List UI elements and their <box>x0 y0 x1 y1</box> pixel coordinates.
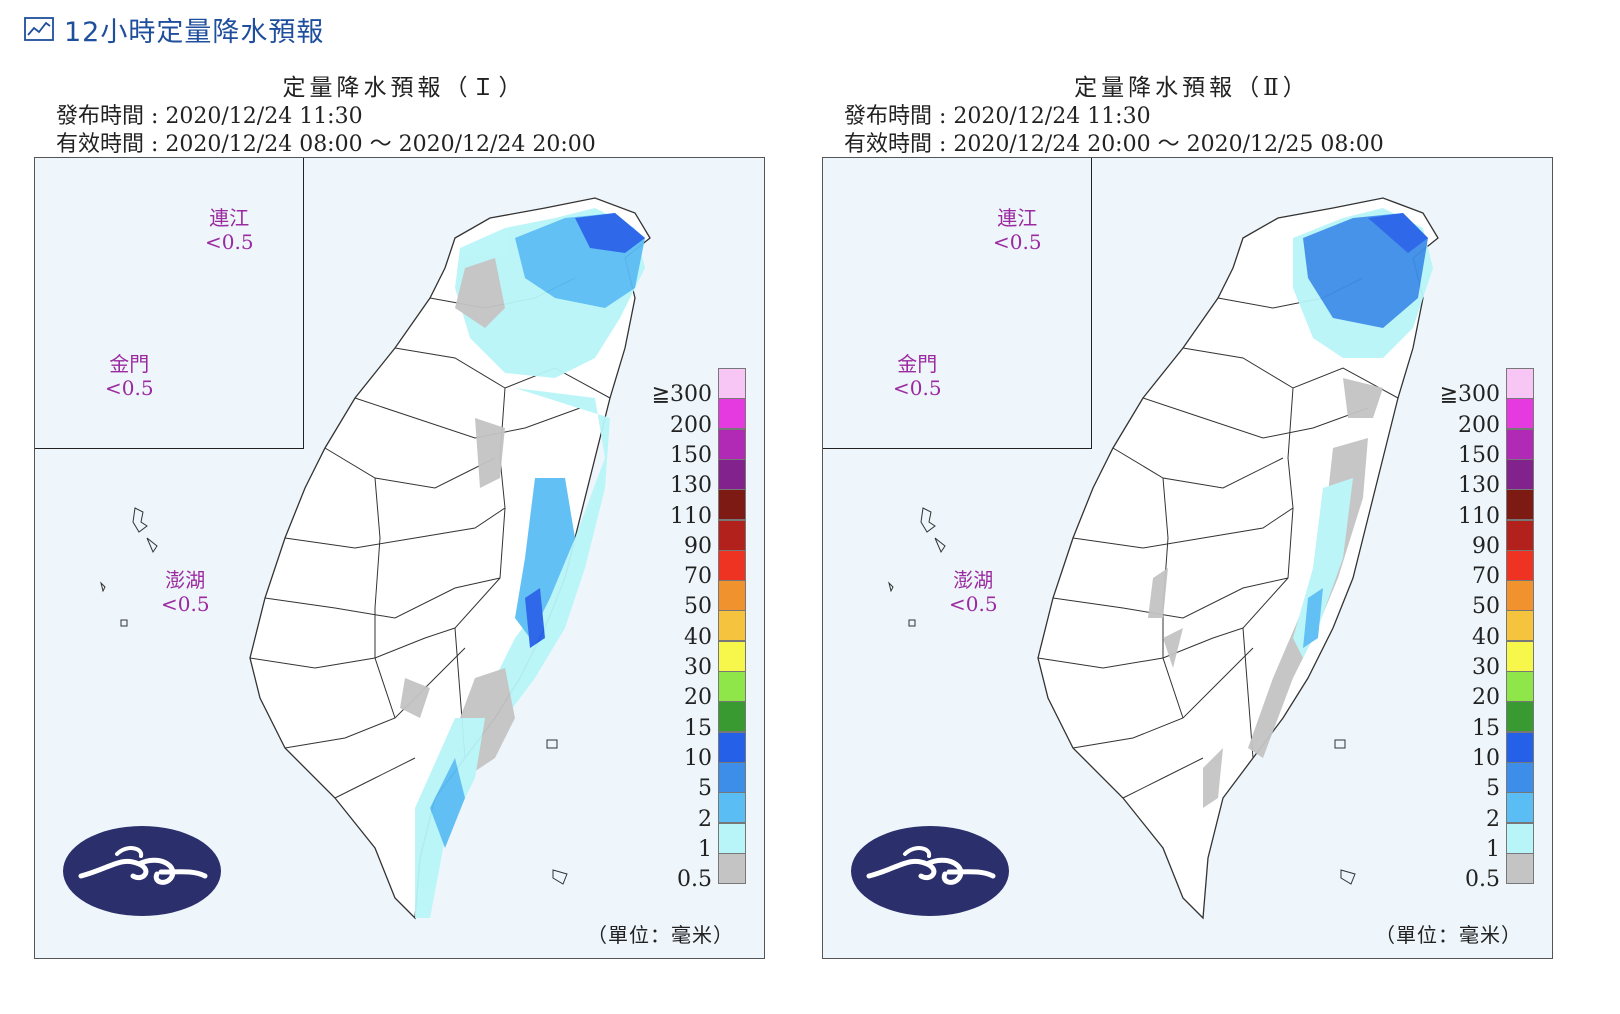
legend-label: 150 <box>670 442 712 468</box>
legend-label: 10 <box>1472 745 1500 771</box>
valid-time: 有效時間 : 2020/12/24 20:00 ～ 2020/12/25 08:… <box>844 132 1384 157</box>
legend-label: 70 <box>684 564 712 590</box>
legend-label: 110 <box>1458 503 1500 529</box>
legend-label: 5 <box>1486 776 1500 802</box>
panel-title: 定量降水預報（Ｉ） <box>282 75 526 101</box>
legend-label: 10 <box>684 745 712 771</box>
legend-swatch <box>718 549 746 581</box>
legend-swatch <box>718 489 746 521</box>
legend-label: 1 <box>1486 836 1500 862</box>
legend-label: 70 <box>1472 564 1500 590</box>
legend-swatch <box>1506 610 1534 642</box>
legend-swatch <box>1506 761 1534 793</box>
legend-label: 1 <box>698 836 712 862</box>
issue-time: 發布時間 : 2020/12/24 11:30 <box>844 104 1151 129</box>
legend-label: ≧300 <box>1439 382 1500 408</box>
legend-swatch <box>1506 428 1534 460</box>
legend-label: 40 <box>1472 624 1500 650</box>
legend-swatch <box>1506 580 1534 612</box>
legend-swatch <box>1506 549 1534 581</box>
legend-label: 0.5 <box>677 867 712 893</box>
page-header: 12小時定量降水預報 <box>24 12 325 48</box>
rainfall-map: 連江 <0.5 金門 <0.5 澎湖 <0.5 ≧300 200 150 130 110… <box>822 157 1553 959</box>
legend-swatch <box>718 822 746 854</box>
legend-swatch <box>718 398 746 430</box>
page-title: 12小時定量降水預報 <box>64 16 325 48</box>
legend-label: 30 <box>1472 655 1500 680</box>
legend-swatch <box>718 368 746 399</box>
legend-label: 2 <box>698 806 712 832</box>
legend-swatch <box>718 731 746 763</box>
legend-swatch <box>718 428 746 460</box>
panel-title: 定量降水預報（Ⅱ） <box>1074 75 1310 101</box>
legend-label: 130 <box>1458 473 1500 499</box>
legend-label: 90 <box>1472 533 1500 559</box>
valid-time: 有效時間 : 2020/12/24 08:00 ～ 2020/12/24 20:… <box>56 132 596 157</box>
lianjiang-label: 連江 <0.5 <box>993 206 1042 254</box>
taiwan-map <box>823 167 1439 920</box>
legend-label: 110 <box>670 503 712 529</box>
chart-line-icon <box>24 17 54 41</box>
legend-label: 20 <box>1472 685 1500 711</box>
legend-swatch <box>1506 852 1534 884</box>
legend-swatch <box>718 640 746 672</box>
issue-time: 發布時間 : 2020/12/24 11:30 <box>56 104 363 129</box>
legend-label: 150 <box>1458 442 1500 468</box>
legend-swatch <box>1506 822 1534 854</box>
legend-swatch <box>718 792 746 824</box>
penghu-label: 澎湖 <0.5 <box>161 568 210 616</box>
legend-label: 20 <box>684 685 712 711</box>
legend-swatch <box>1506 731 1534 763</box>
legend-swatch <box>1506 489 1534 521</box>
legend-label: 15 <box>684 715 712 741</box>
offshore-islands-inset <box>35 158 304 449</box>
forecast-panel-1: 定量降水預報（Ｉ） 發布時間 : 2020/12/24 11:30 有效時間 :… <box>34 60 794 960</box>
legend-label: 200 <box>1458 412 1500 438</box>
legend-label: 2 <box>1486 806 1500 832</box>
legend-swatch <box>1506 640 1534 672</box>
legend-label: 5 <box>698 776 712 802</box>
legend-swatch <box>718 701 746 733</box>
legend-swatch <box>1506 368 1534 399</box>
legend-label: 15 <box>1472 715 1500 741</box>
legend-swatch <box>718 671 746 702</box>
unit-label: （單位：毫米） <box>1375 923 1522 947</box>
legend-label: 50 <box>1472 594 1500 620</box>
legend-swatch <box>718 852 746 884</box>
kinmen-label: 金門 <0.5 <box>105 352 154 400</box>
legend-label: ≧300 <box>651 382 712 408</box>
legend-label: 0.5 <box>1465 867 1500 893</box>
legend-swatch <box>1506 458 1534 490</box>
legend-swatch <box>718 580 746 612</box>
offshore-islands-inset <box>823 158 1092 449</box>
kinmen-label: 金門 <0.5 <box>893 352 942 400</box>
legend-swatch <box>718 610 746 642</box>
taiwan-map <box>35 167 651 920</box>
unit-label: （單位：毫米） <box>587 923 734 947</box>
legend-label: 30 <box>684 655 712 680</box>
cwb-logo-icon <box>851 826 1009 916</box>
legend-label: 200 <box>670 412 712 438</box>
legend-swatch <box>1506 398 1534 430</box>
legend-swatch <box>718 458 746 490</box>
legend-label: 40 <box>684 624 712 650</box>
legend-swatch <box>718 519 746 551</box>
legend-label: 130 <box>670 473 712 499</box>
rainfall-map: 連江 <0.5 金門 <0.5 澎湖 <0.5 ≧300 200 150 130 110… <box>34 157 765 959</box>
legend-label: 90 <box>684 533 712 559</box>
legend-swatch <box>1506 519 1534 551</box>
legend-swatch <box>1506 701 1534 733</box>
lianjiang-label: 連江 <0.5 <box>205 206 254 254</box>
forecast-panel-2: 定量降水預報（Ⅱ） 發布時間 : 2020/12/24 11:30 有效時間 :… <box>822 60 1582 960</box>
penghu-label: 澎湖 <0.5 <box>949 568 998 616</box>
legend-swatch <box>718 761 746 793</box>
legend-swatch <box>1506 792 1534 824</box>
legend-label: 50 <box>684 594 712 620</box>
legend-swatch <box>1506 671 1534 702</box>
cwb-logo-icon <box>63 826 221 916</box>
